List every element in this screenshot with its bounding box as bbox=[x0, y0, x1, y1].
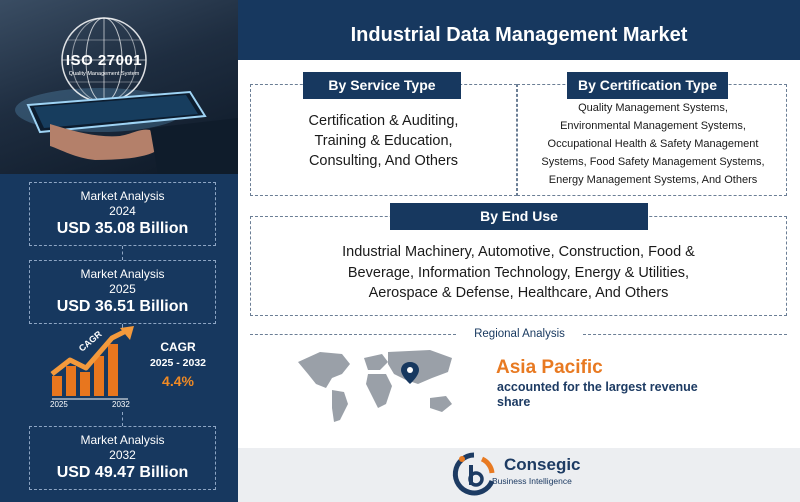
iso-title: ISO 27001 bbox=[65, 52, 143, 69]
brand-name: Consegic bbox=[504, 455, 581, 474]
market-2024-box: Market Analysis 2024 USD 35.08 Billion bbox=[29, 182, 216, 246]
market-2024-year: 2024 bbox=[109, 204, 136, 218]
market-2032-value: USD 49.47 Billion bbox=[56, 464, 189, 481]
end-use-line: Beverage, Information Technology, Energy… bbox=[347, 264, 690, 281]
service-type-list: Certification & Auditing, Training & Edu… bbox=[262, 111, 505, 171]
page-title: Industrial Data Management Market bbox=[350, 24, 688, 46]
certification-line: Energy Management Systems, And Others bbox=[548, 174, 758, 186]
tablet-hand-illustration bbox=[15, 17, 238, 174]
cagr-years: 2025 - 2032 bbox=[149, 357, 207, 369]
top-region-description: accounted for the largest revenue share bbox=[497, 380, 717, 410]
end-use-list: Industrial Machinery, Automotive, Constr… bbox=[262, 242, 775, 304]
connector-line bbox=[122, 246, 123, 260]
service-type-heading: By Service Type bbox=[303, 72, 461, 99]
cagr-value: 4.4% bbox=[162, 373, 194, 389]
regional-analysis-title: Regional Analysis bbox=[474, 328, 565, 340]
market-2032-label: Market Analysis bbox=[80, 433, 165, 447]
service-line: Certification & Auditing, bbox=[308, 113, 459, 129]
region-desc-line: accounted for the largest revenue bbox=[497, 380, 698, 394]
certification-line: Occupational Health & Safety Management bbox=[547, 138, 759, 150]
cagr-growth-icon: CAGR bbox=[50, 326, 134, 400]
service-line: Consulting, And Others bbox=[308, 153, 459, 169]
top-region-name: Asia Pacific bbox=[496, 357, 603, 378]
end-use-line: Industrial Machinery, Automotive, Constr… bbox=[342, 244, 695, 260]
end-use-line: Aerospace & Defense, Healthcare, And Oth… bbox=[368, 285, 669, 301]
brand-tagline: Business Intelligence bbox=[492, 476, 572, 486]
consegic-logo-icon bbox=[452, 452, 495, 496]
certification-type-heading: By Certification Type bbox=[567, 72, 728, 99]
end-use-heading: By End Use bbox=[390, 203, 648, 230]
certification-line: Systems, Food Safety Management Systems, bbox=[541, 156, 765, 168]
regional-divider bbox=[583, 334, 787, 335]
certification-line: Quality Management Systems, bbox=[578, 102, 728, 114]
connector-line bbox=[122, 412, 123, 426]
market-2025-value: USD 36.51 Billion bbox=[56, 298, 189, 315]
cagr-start-year: 2025 bbox=[50, 400, 68, 409]
connector-line bbox=[122, 324, 123, 330]
market-2025-label: Market Analysis bbox=[80, 267, 165, 281]
certification-line: Environmental Management Systems, bbox=[560, 120, 746, 132]
iso-subtitle: Quality Management System bbox=[68, 71, 140, 77]
cagr-end-year: 2032 bbox=[112, 400, 130, 409]
cagr-label: CAGR bbox=[160, 340, 196, 354]
region-desc-line: share bbox=[497, 395, 531, 409]
certification-type-list: Quality Management Systems, Environmenta… bbox=[518, 99, 788, 189]
left-panel: ISO 27001 Quality Management System Mark… bbox=[0, 0, 238, 502]
market-2024-value: USD 35.08 Billion bbox=[56, 220, 189, 237]
market-2024-label: Market Analysis bbox=[80, 189, 165, 203]
market-2032-box: Market Analysis 2032 USD 49.47 Billion bbox=[29, 426, 216, 490]
footer bbox=[238, 448, 800, 502]
market-2025-year: 2025 bbox=[109, 282, 136, 296]
world-map-icon bbox=[298, 350, 452, 422]
service-line: Training & Education, bbox=[314, 133, 453, 149]
hero-image: ISO 27001 Quality Management System bbox=[0, 0, 238, 174]
page-header: Industrial Data Management Market bbox=[238, 0, 800, 60]
regional-divider bbox=[250, 334, 456, 335]
market-2032-year: 2032 bbox=[109, 448, 136, 462]
market-2025-box: Market Analysis 2025 USD 36.51 Billion bbox=[29, 260, 216, 324]
